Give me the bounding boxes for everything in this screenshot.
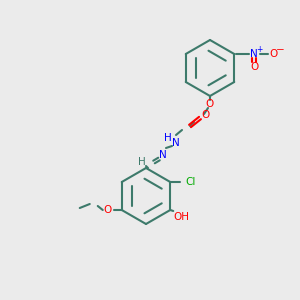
Text: O: O [206,99,214,109]
Text: N: N [172,138,180,148]
Text: H: H [164,133,172,143]
Text: +: + [256,46,262,55]
Text: N: N [159,150,167,160]
Text: H: H [138,157,146,167]
Text: O: O [250,62,258,72]
Text: O: O [202,110,210,120]
Text: O: O [103,205,112,215]
Text: Cl: Cl [185,177,195,187]
Text: N: N [250,49,258,59]
Text: OH: OH [173,212,189,222]
Text: −: − [276,45,285,55]
Text: O: O [269,49,278,59]
